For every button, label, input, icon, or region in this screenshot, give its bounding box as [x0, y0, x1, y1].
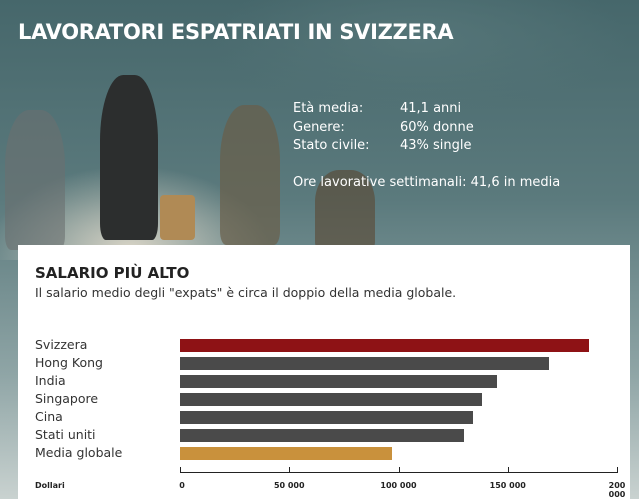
x-tick — [180, 467, 181, 473]
x-tick — [507, 467, 509, 473]
category-label: Cina — [35, 409, 63, 424]
bar-cina — [180, 411, 473, 424]
figurine-blur — [5, 110, 65, 250]
category-label: Svizzera — [35, 337, 88, 352]
x-tick-label: 50 000 — [273, 481, 305, 490]
bar-singapore — [180, 393, 482, 406]
chart-panel: SALARIO PIÙ ALTO Il salario medio degli … — [18, 245, 630, 499]
stat-value: 41,1 anni — [400, 101, 462, 116]
category-label: Hong Kong — [35, 355, 103, 370]
chart-title: SALARIO PIÙ ALTO — [35, 264, 190, 282]
page-title: LAVORATORI ESPATRIATI IN SVIZZERA — [18, 20, 454, 44]
bar-hong-kong — [180, 357, 550, 370]
bar-india — [180, 375, 497, 388]
bar-media-globale — [180, 447, 392, 460]
stats-block: Età media: 41,1 anni Genere: 60% donne Sta… — [293, 100, 560, 192]
x-tick — [289, 467, 291, 473]
stat-value: 60% donne — [400, 119, 474, 135]
stat-label: Genere: — [293, 119, 345, 135]
x-tick — [617, 467, 618, 473]
chart-subtitle: Il salario medio degli "expats" è circa … — [35, 285, 457, 300]
x-tick-label: 0 — [179, 481, 185, 490]
x-tick — [398, 467, 400, 473]
figurine-blur — [220, 105, 280, 245]
figurine-blur — [315, 170, 375, 250]
figurine-man — [100, 75, 158, 240]
x-tick-label: 150 000 — [489, 481, 526, 490]
stat-label: Età media: — [293, 101, 364, 116]
category-label: India — [35, 373, 66, 388]
stat-value: 43% single — [400, 138, 472, 153]
bar-stati-uniti — [180, 429, 465, 442]
category-label: Stati uniti — [35, 427, 96, 442]
background-photo — [0, 0, 639, 260]
category-label: Singapore — [35, 391, 99, 406]
bar-svizzera — [180, 339, 589, 352]
stat-label: Stato civile: — [293, 138, 370, 153]
x-axis-label: Dollari — [35, 481, 65, 490]
weekly-hours: Ore lavorative settimanali: 41,6 in medi… — [293, 174, 561, 190]
suitcase — [160, 195, 195, 240]
category-label: Media globale — [35, 445, 123, 460]
x-tick-label: 200 000 — [608, 481, 626, 499]
x-tick-label: 100 000 — [380, 481, 417, 490]
